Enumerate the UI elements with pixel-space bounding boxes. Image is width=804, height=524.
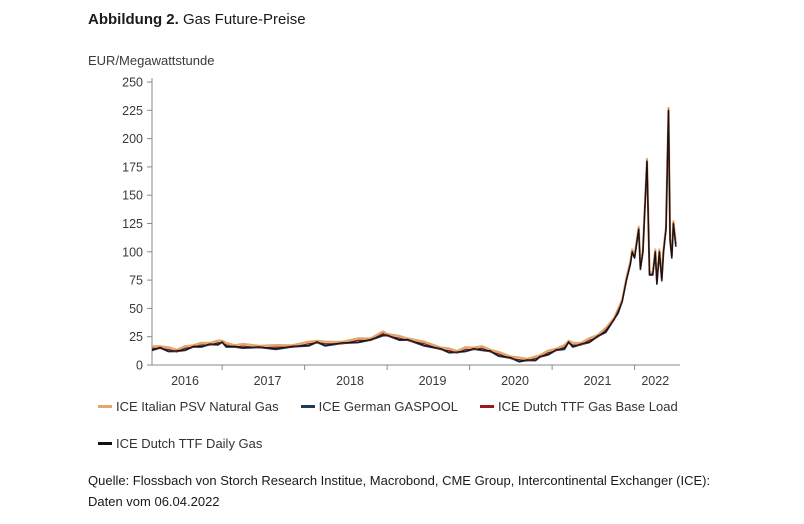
y-tick-label: 25 [129,330,143,344]
series-line-3 [151,109,677,362]
legend-row-1: ICE Italian PSV Natural Gas ICE German G… [98,399,700,414]
legend-label: ICE Dutch TTF Gas Base Load [498,399,678,414]
x-tick-label: 2019 [419,374,447,388]
y-tick-label: 50 [129,302,143,316]
x-tick-label: 2022 [641,374,669,388]
legend-item-dutch-ttf-base-load: ICE Dutch TTF Gas Base Load [480,399,678,414]
legend-item-german-gaspool: ICE German GASPOOL [300,399,459,414]
y-axis-ticks: 0 25 50 75 100 125 150 175 200 225 250 [122,76,153,373]
figure-title-bold: Abbildung 2. [88,11,179,28]
y-tick-label: 250 [122,76,143,90]
series-lines [151,106,677,363]
series-line-4 [151,109,677,362]
y-tick-label: 225 [122,104,143,118]
legend-swatch [98,442,112,445]
y-tick-label: 125 [122,217,143,231]
y-tick-label: 150 [122,189,143,203]
y-tick-label: 0 [136,359,143,373]
figure-title: Abbildung 2. Gas Future-Preise [88,11,306,28]
x-tick-label: 2018 [336,374,364,388]
legend-label: ICE German GASPOOL [318,399,459,414]
legend-swatch [480,405,495,408]
x-tick-label: 2021 [584,374,612,388]
legend-item-italian-psv: ICE Italian PSV Natural Gas [98,399,279,414]
x-tick-label: 2020 [501,374,529,388]
x-axis: 2016 2017 2018 2019 2020 2021 2022 [152,364,680,388]
y-axis-label: EUR/Megawattstunde [88,53,215,68]
series-line-1 [151,106,677,360]
legend-item-dutch-ttf-daily: ICE Dutch TTF Daily Gas [98,436,262,451]
y-tick-label: 100 [122,245,143,259]
y-tick-label: 200 [122,132,143,146]
x-tick-label: 2017 [254,374,282,388]
figure-title-text: Gas Future-Preise [178,11,306,28]
legend-swatch [98,405,112,408]
legend-label: ICE Italian PSV Natural Gas [116,399,279,414]
legend-row-2: ICE Dutch TTF Daily Gas [98,436,284,451]
x-tick-label: 2016 [171,374,199,388]
source-note: Quelle: Flossbach von Storch Research In… [88,473,711,509]
y-tick-label: 175 [122,160,143,174]
legend-label: ICE Dutch TTF Daily Gas [116,436,263,451]
legend-swatch [300,405,315,408]
series-line-2 [151,110,677,363]
y-tick-label: 75 [129,274,143,288]
